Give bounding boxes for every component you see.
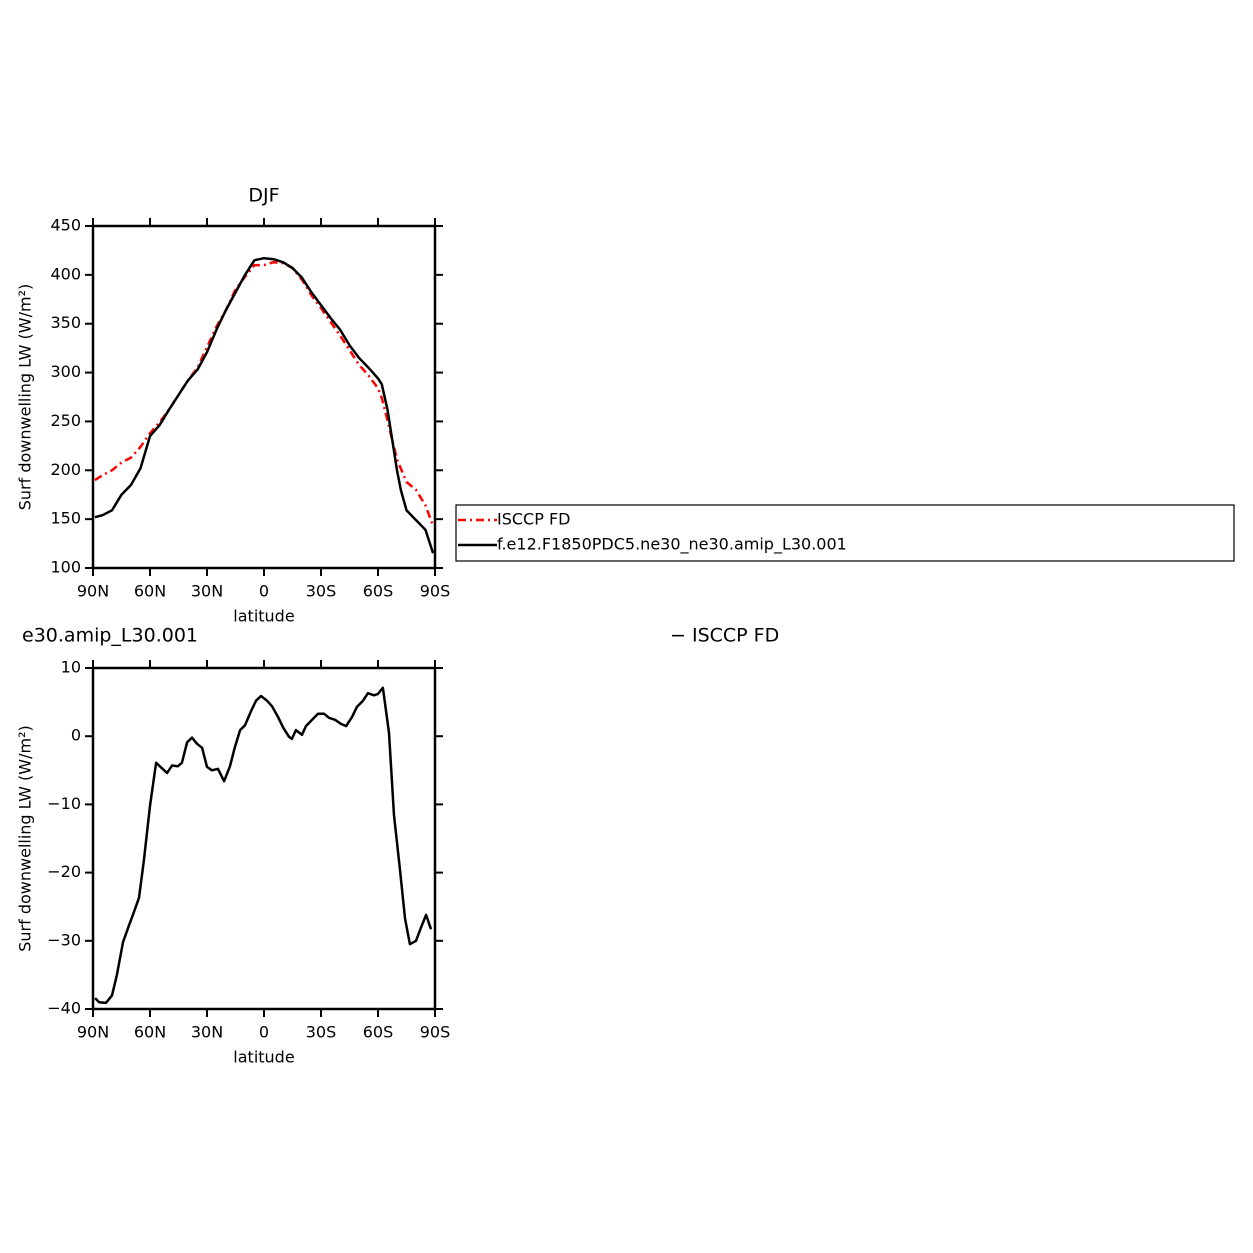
y-axis-label: Surf downwelling LW (W/m²) [16,725,35,951]
data-line [94,686,433,1005]
x-tick-label: 60S [363,582,394,601]
x-tick-label: 60S [363,1023,394,1042]
y-tick-label: 200 [50,460,81,479]
x-tick-label: 0 [259,582,269,601]
x-tick-label: 90N [77,582,109,601]
x-tick-label: 30N [191,1023,223,1042]
x-tick-label: 30N [191,582,223,601]
y-tick-label: −40 [47,999,81,1018]
y-axis-label: Surf downwelling LW (W/m²) [16,284,35,510]
x-axis-label: latitude [233,1048,294,1067]
x-tick-label: 0 [259,1023,269,1042]
legend-label: ISCCP FD [497,510,570,529]
y-tick-label: 100 [50,558,81,577]
chart-title: e30.amip_L30.001 [22,625,198,647]
y-tick-label: −10 [47,794,81,813]
chart-title: DJF [248,185,279,207]
y-tick-label: 250 [50,411,81,430]
x-axis-label: latitude [233,607,294,626]
x-tick-label: 60N [134,1023,166,1042]
y-tick-label: 300 [50,362,81,381]
y-tick-label: 450 [50,216,81,235]
x-tick-label: 90S [420,582,451,601]
data-line [94,256,435,554]
x-tick-label: 90S [420,1023,451,1042]
x-tick-label: 30S [306,1023,337,1042]
data-line [94,260,435,527]
x-tick-label: 30S [306,582,337,601]
y-tick-label: 10 [61,658,81,677]
plot-frame [91,666,437,1011]
y-tick-label: 150 [50,509,81,528]
legend-label: f.e12.F1850PDC5.ne30_ne30.amip_L30.001 [497,535,847,555]
legend-box [455,504,1235,562]
y-tick-label: −20 [47,862,81,881]
chart-subtitle: − ISCCP FD [670,625,779,647]
x-tick-label: 60N [134,582,166,601]
y-tick-label: 350 [50,313,81,332]
x-tick-label: 90N [77,1023,109,1042]
y-tick-label: 0 [71,726,81,745]
y-tick-label: 400 [50,264,81,283]
y-tick-label: −30 [47,930,81,949]
